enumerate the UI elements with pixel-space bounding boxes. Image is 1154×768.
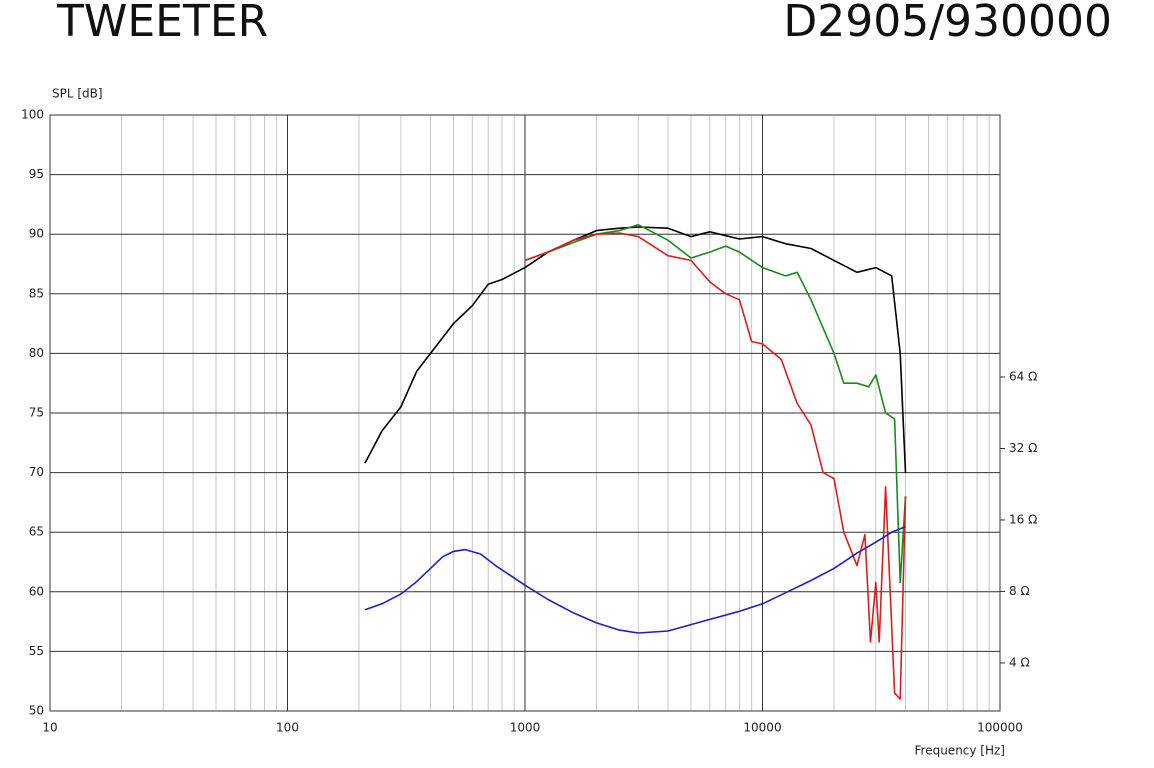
y-tick-label: 90 <box>29 227 44 241</box>
x-axis-label: Frequency [Hz] <box>915 744 1006 758</box>
y-tick-label: 100 <box>21 108 44 122</box>
y2-tick-label: 32 Ω <box>1009 441 1037 455</box>
x-tick-label: 1000 <box>510 721 541 735</box>
y2-tick-label: 16 Ω <box>1009 512 1037 526</box>
y-tick-label: 55 <box>29 644 44 658</box>
y-tick-label: 80 <box>29 346 44 360</box>
y-tick-label: 60 <box>29 584 44 598</box>
x-tick-label: 10 <box>42 721 57 735</box>
y-tick-label: 85 <box>29 286 44 300</box>
y-tick-label: 50 <box>29 704 44 718</box>
y2-tick-label: 64 Ω <box>1009 370 1037 384</box>
y-tick-label: 75 <box>29 406 44 420</box>
x-tick-label: 10000 <box>743 721 781 735</box>
x-tick-label: 100000 <box>977 721 1023 735</box>
y2-tick-label: 4 Ω <box>1009 655 1030 669</box>
y-tick-label: 95 <box>29 167 44 181</box>
y-axis-label: SPL [dB] <box>52 87 103 101</box>
chart-subtitle: D2905/930000 <box>783 0 1112 47</box>
series-line <box>364 525 906 634</box>
y-tick-label: 65 <box>29 525 44 539</box>
x-tick-label: 100 <box>276 721 299 735</box>
series-line <box>524 232 907 700</box>
plot-frame <box>49 114 1001 712</box>
chart-title: TWEETER <box>56 0 268 47</box>
y-tick-label: 70 <box>29 465 44 479</box>
series-line <box>524 223 907 584</box>
series-line <box>364 226 907 473</box>
y2-tick-label: 8 Ω <box>1009 584 1030 598</box>
